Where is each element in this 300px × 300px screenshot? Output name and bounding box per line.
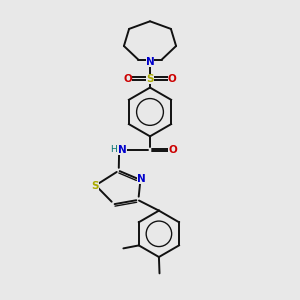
Text: N: N: [137, 174, 146, 184]
Text: N: N: [118, 145, 126, 155]
Text: H: H: [110, 145, 117, 154]
Text: O: O: [123, 74, 132, 84]
Text: O: O: [168, 74, 177, 84]
Text: S: S: [146, 74, 154, 84]
Text: S: S: [92, 181, 99, 191]
Text: O: O: [169, 145, 177, 155]
Text: N: N: [146, 57, 154, 67]
